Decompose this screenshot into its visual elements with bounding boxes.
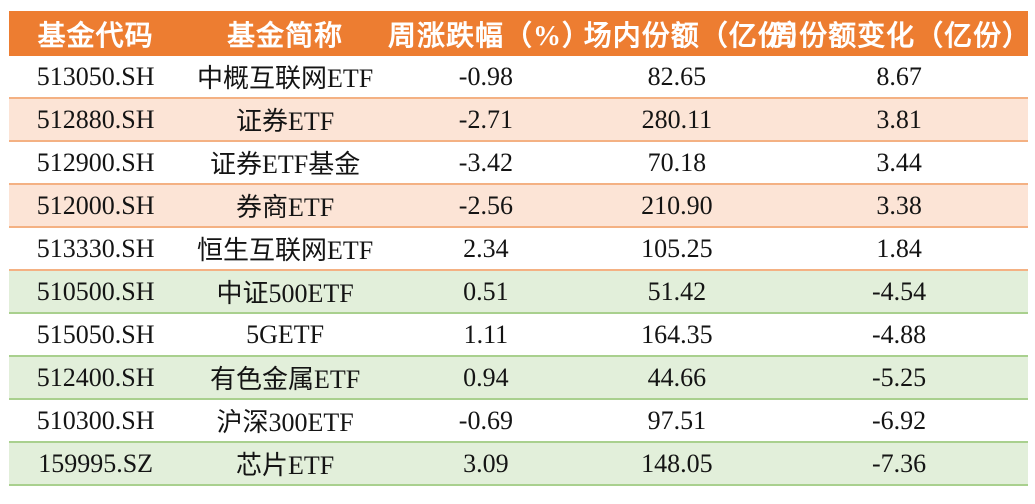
fund-name-cell: 沪深300ETF <box>216 408 354 437</box>
fund-name-cell: 中证500ETF <box>216 279 354 308</box>
header-row: 基金代码 基金简称 周涨跌幅（%） 场内份额（亿份） 周份额变化（亿份） <box>9 11 1030 56</box>
table-row: 512880.SH 证券ETF -2.71 280.11 3.81 <box>9 98 1028 141</box>
weekly-change-pct-cell: 1.11 <box>463 319 509 349</box>
market-shares-cell: 70.18 <box>647 147 707 177</box>
market-shares-cell: 82.65 <box>647 61 707 91</box>
table-row: 159995.SZ 芯片ETF 3.09 148.05 -7.36 <box>9 442 1028 485</box>
table-row: 513330.SH 恒生互联网ETF 2.34 105.25 1.84 <box>9 227 1028 270</box>
market-shares-cell: 105.25 <box>641 233 713 263</box>
fund-code-cell: 513050.SH <box>36 61 155 91</box>
weekly-change-pct-cell: 3.09 <box>463 448 509 478</box>
fund-code-cell: 512000.SH <box>36 190 155 220</box>
table-header: 基金代码 基金简称 周涨跌幅（%） 场内份额（亿份） 周份额变化（亿份） <box>9 11 1030 56</box>
fund-code-cell: 513330.SH <box>36 233 155 263</box>
fund-name-cell: 有色金属ETF <box>210 365 361 394</box>
table-row: 515050.SH 5GETF 1.11 164.35 -4.88 <box>9 313 1028 356</box>
fund-code-cell: 512400.SH <box>36 362 155 392</box>
weekly-share-change-cell: 3.38 <box>876 190 922 220</box>
weekly-share-change-cell: -4.88 <box>871 319 927 349</box>
fund-name-cell: 证券ETF基金 <box>210 150 361 179</box>
weekly-share-change-cell: 3.44 <box>876 147 922 177</box>
col-header-fund-name: 基金简称 <box>182 11 389 56</box>
table-body: 513050.SH 中概互联网ETF -0.98 82.65 8.67 5128… <box>9 56 1028 485</box>
fund-name-cell: 5GETF <box>246 319 325 349</box>
weekly-share-change-cell: -6.92 <box>871 405 927 435</box>
fund-code-cell: 510500.SH <box>36 276 155 306</box>
weekly-change-pct-cell: -0.69 <box>458 405 513 435</box>
col-header-weekly-change-pct: 周涨跌幅（%） <box>388 11 590 56</box>
weekly-share-change-cell: -4.54 <box>871 276 927 306</box>
weekly-share-change-cell: 3.81 <box>876 104 922 134</box>
weekly-share-change-cell: -5.25 <box>871 362 927 392</box>
fund-code-cell: 515050.SH <box>36 319 155 349</box>
fund-code-cell: 512900.SH <box>36 147 155 177</box>
fund-code-cell: 159995.SZ <box>38 448 154 478</box>
table-row: 510500.SH 中证500ETF 0.51 51.42 -4.54 <box>9 270 1028 313</box>
market-shares-cell: 210.90 <box>641 190 713 220</box>
market-shares-cell: 44.66 <box>647 362 707 392</box>
weekly-change-pct-cell: -3.42 <box>458 147 513 177</box>
fund-code-cell: 512880.SH <box>36 104 155 134</box>
market-shares-cell: 148.05 <box>641 448 713 478</box>
weekly-change-pct-cell: 2.34 <box>463 233 509 263</box>
weekly-change-pct-cell: -2.71 <box>458 104 513 134</box>
market-shares-cell: 51.42 <box>647 276 707 306</box>
col-header-market-shares: 场内份额（亿份） <box>583 11 815 56</box>
weekly-change-pct-cell: 0.51 <box>463 276 509 306</box>
market-shares-cell: 164.35 <box>641 319 713 349</box>
table-row: 513050.SH 中概互联网ETF -0.98 82.65 8.67 <box>9 56 1028 98</box>
weekly-change-pct-cell: 0.94 <box>463 362 509 392</box>
weekly-change-pct-cell: -0.98 <box>458 61 513 91</box>
market-shares-cell: 280.11 <box>641 104 713 134</box>
etf-fund-table: 基金代码 基金简称 周涨跌幅（%） 场内份额（亿份） 周份额变化（亿份） 513… <box>9 11 1030 486</box>
fund-name-cell: 恒生互联网ETF <box>197 236 374 265</box>
table-row: 512900.SH 证券ETF基金 -3.42 70.18 3.44 <box>9 141 1028 184</box>
table-row: 512000.SH 券商ETF -2.56 210.90 3.38 <box>9 184 1028 227</box>
fund-name-cell: 证券ETF <box>236 107 335 136</box>
table-row: 512400.SH 有色金属ETF 0.94 44.66 -5.25 <box>9 356 1028 399</box>
weekly-share-change-cell: 8.67 <box>876 61 922 91</box>
col-header-weekly-share-change: 周份额变化（亿份） <box>770 11 1030 56</box>
fund-code-cell: 510300.SH <box>36 405 155 435</box>
fund-name-cell: 券商ETF <box>236 193 335 222</box>
weekly-share-change-cell: 1.84 <box>876 233 922 263</box>
weekly-share-change-cell: -7.36 <box>871 448 927 478</box>
etf-fund-table-container: 基金代码 基金简称 周涨跌幅（%） 场内份额（亿份） 周份额变化（亿份） 513… <box>9 11 1030 486</box>
table-row: 510300.SH 沪深300ETF -0.69 97.51 -6.92 <box>9 399 1028 442</box>
fund-name-cell: 中概互联网ETF <box>197 64 374 93</box>
market-shares-cell: 97.51 <box>647 405 707 435</box>
weekly-change-pct-cell: -2.56 <box>458 190 513 220</box>
fund-name-cell: 芯片ETF <box>236 451 335 480</box>
col-header-fund-code: 基金代码 <box>9 11 183 56</box>
